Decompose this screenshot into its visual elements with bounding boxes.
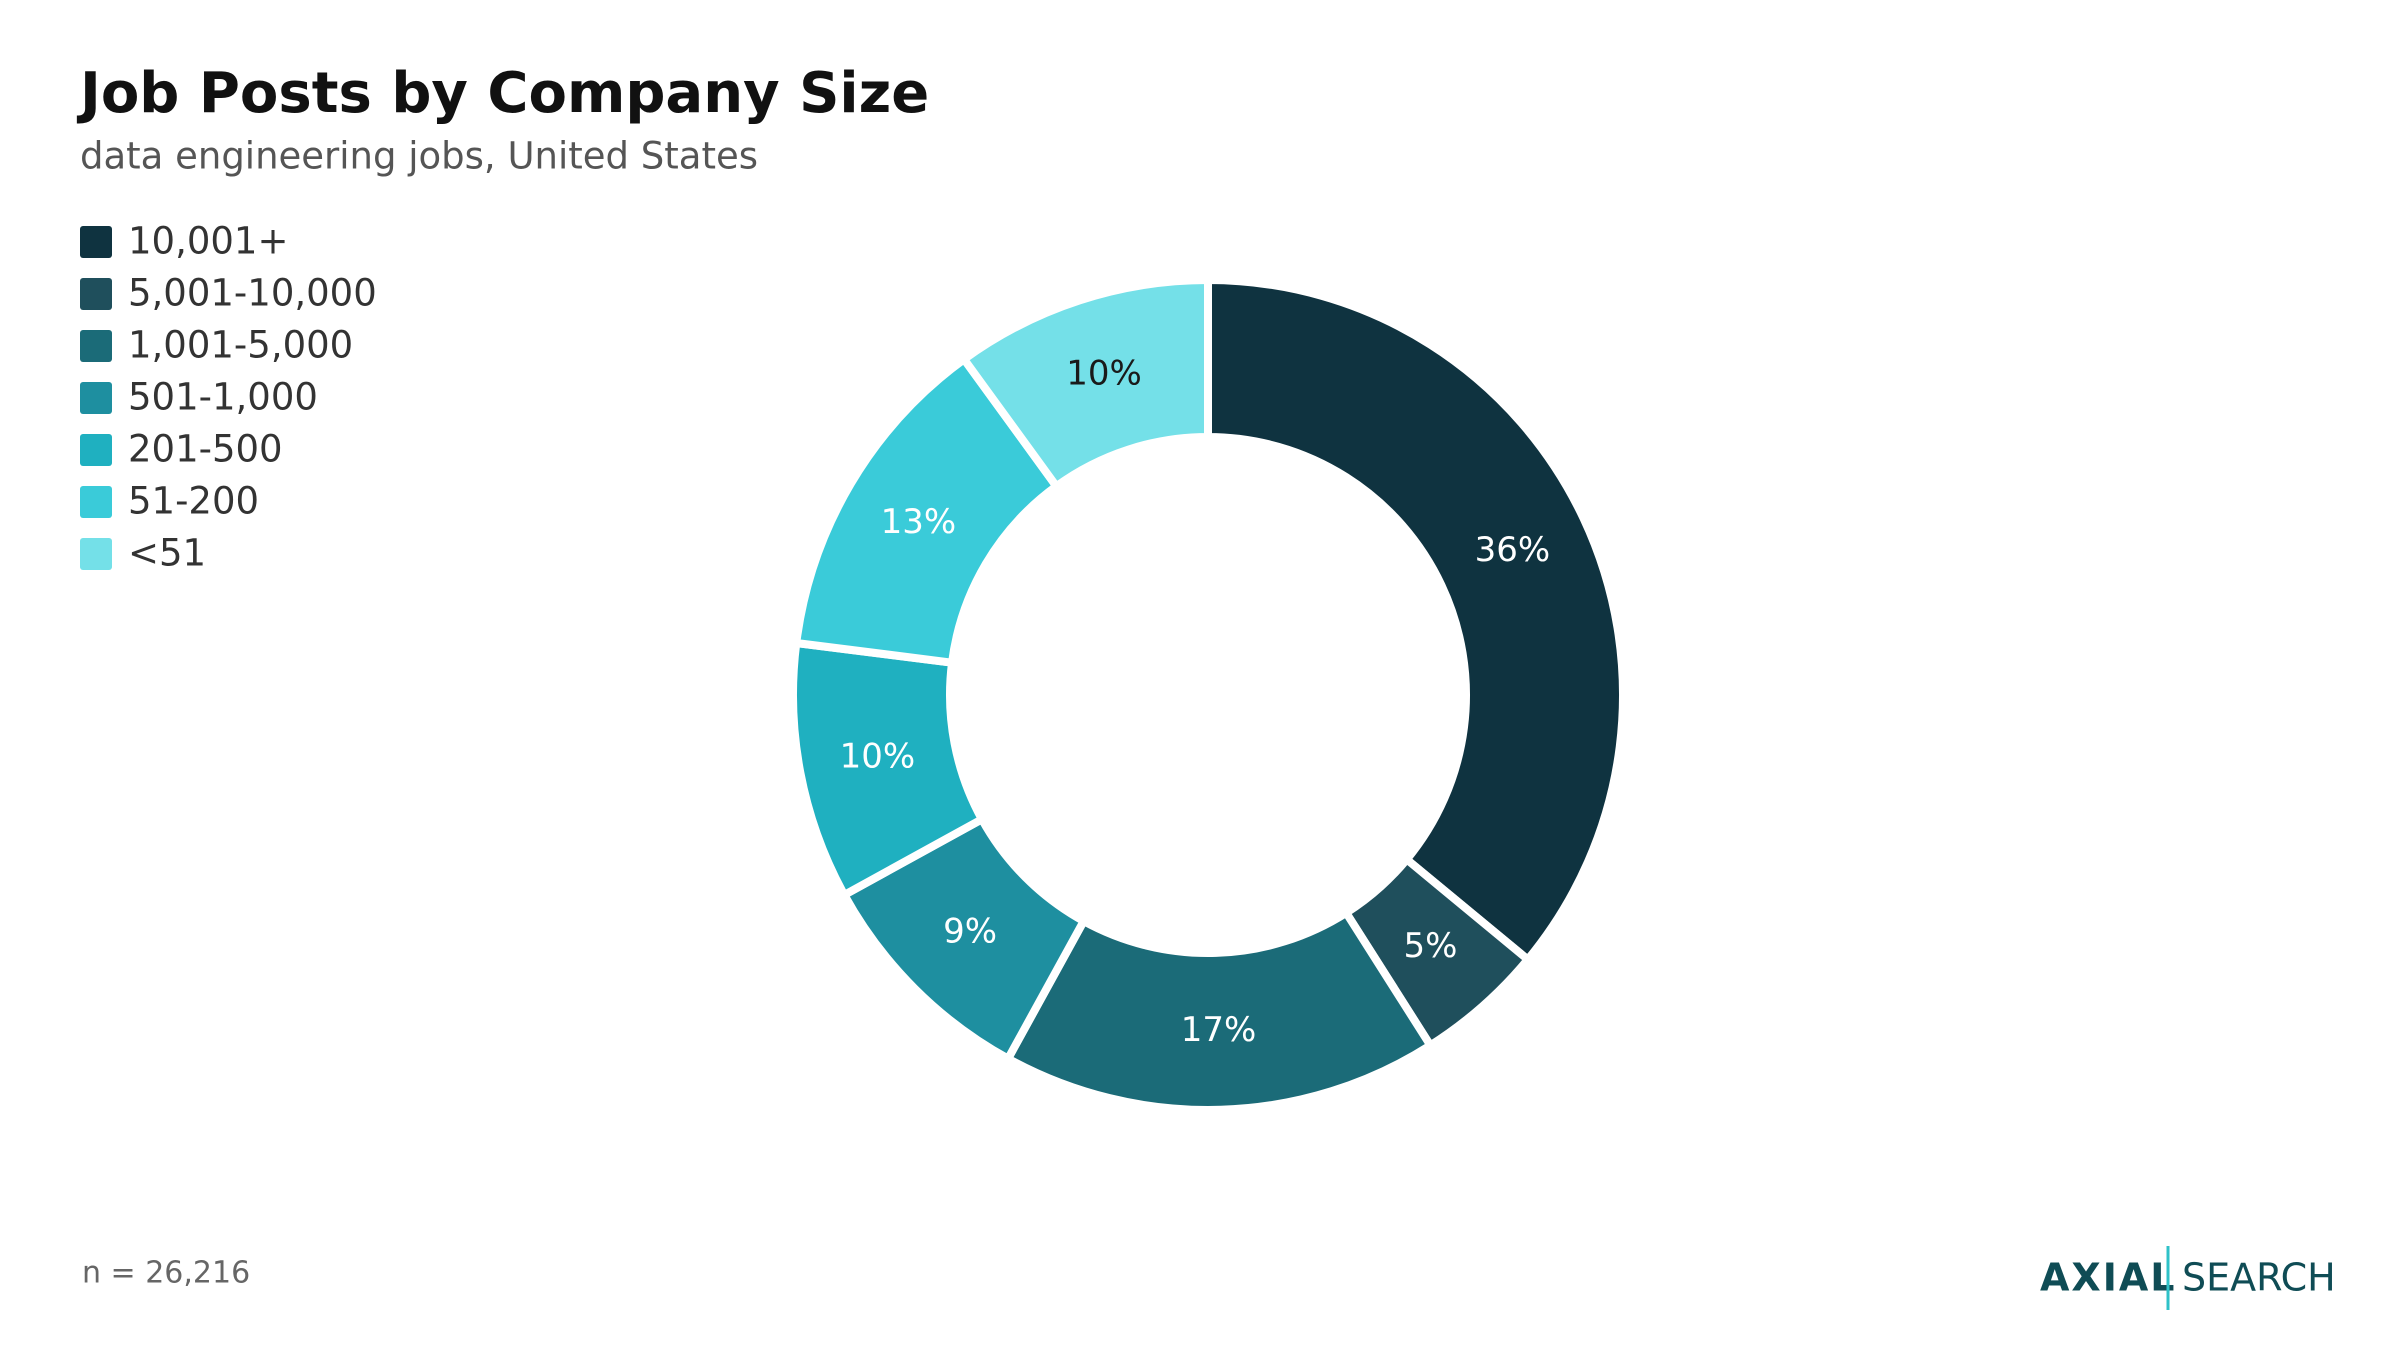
legend-label: 501-1,000 bbox=[128, 376, 318, 419]
chart-title: Job Posts by Company Size bbox=[76, 61, 929, 126]
logo-right: SEARCH bbox=[2182, 1256, 2336, 1300]
chart-subtitle: data engineering jobs, United States bbox=[80, 135, 758, 178]
legend-label: 1,001-5,000 bbox=[128, 324, 353, 367]
logo-left: AXIAL bbox=[2040, 1256, 2176, 1300]
legend-label: 51-200 bbox=[128, 480, 259, 523]
legend-swatch bbox=[80, 538, 112, 570]
data-label: 9% bbox=[943, 911, 997, 951]
legend-swatch bbox=[80, 330, 112, 362]
legend-swatch bbox=[80, 278, 112, 310]
legend-label: 10,001+ bbox=[128, 220, 288, 263]
pie-slice bbox=[958, 275, 1212, 492]
legend-label: 201-500 bbox=[128, 428, 283, 471]
data-label: 10% bbox=[1066, 353, 1142, 393]
data-label: 17% bbox=[1181, 1010, 1257, 1050]
data-label: 5% bbox=[1404, 926, 1458, 966]
data-label: 13% bbox=[881, 502, 957, 542]
data-label: 10% bbox=[840, 737, 916, 777]
pie-slice bbox=[1204, 275, 1627, 966]
data-label: 36% bbox=[1475, 530, 1551, 570]
legend-swatch bbox=[80, 382, 112, 414]
legend-swatch bbox=[80, 226, 112, 258]
pie-slice bbox=[1002, 907, 1436, 1114]
legend-swatch bbox=[80, 486, 112, 518]
sample-note: n = 26,216 bbox=[82, 1256, 250, 1291]
legend-label: 5,001-10,000 bbox=[128, 272, 377, 315]
legend-swatch bbox=[80, 434, 112, 466]
legend-label: <51 bbox=[128, 532, 206, 575]
